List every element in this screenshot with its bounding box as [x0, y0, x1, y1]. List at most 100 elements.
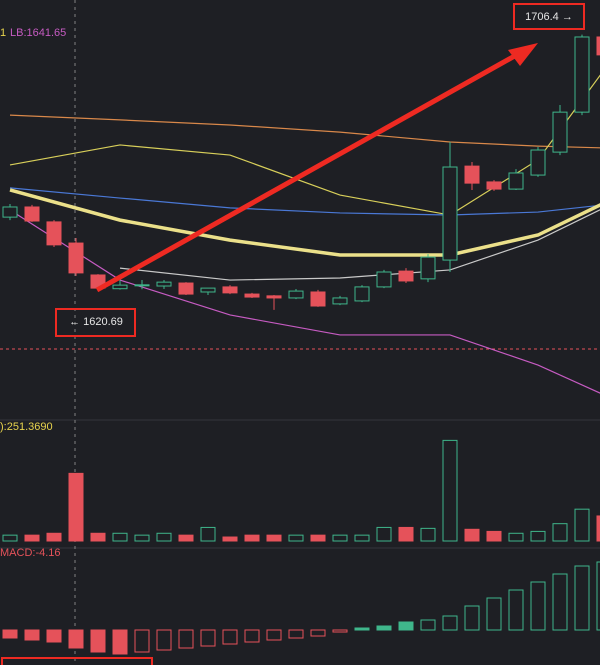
indicator-line — [9, 188, 600, 257]
macd-bar — [354, 627, 370, 631]
macd-bar — [486, 597, 502, 631]
macd-bar — [244, 629, 260, 643]
macd-bar — [376, 625, 392, 631]
candle-body — [442, 166, 458, 261]
macd-bar — [442, 615, 458, 631]
macd-bar — [420, 619, 436, 631]
price-pane — [2, 34, 600, 394]
candle-body — [508, 172, 524, 190]
volume-bar — [90, 532, 106, 542]
volume-bar — [2, 534, 18, 542]
indicator-panes — [2, 439, 600, 655]
macd-bar — [508, 589, 524, 631]
candle-body — [68, 242, 84, 274]
macd-bar — [134, 629, 150, 653]
macd-bar — [266, 629, 282, 641]
candle-body — [156, 281, 172, 287]
macd-bar — [574, 565, 590, 631]
candle-body — [46, 221, 62, 246]
highlight-box — [1, 657, 153, 665]
macd-label: MACD:-4.16 — [0, 547, 61, 559]
candle-body — [530, 149, 546, 176]
macd-bar — [24, 629, 40, 641]
indicator-line — [119, 209, 600, 281]
candle-body — [376, 271, 392, 288]
highlight-box — [55, 308, 136, 337]
candle-body — [288, 290, 304, 299]
low-label: ← 1620.69 — [69, 316, 123, 328]
macd-bar — [222, 629, 238, 645]
candle-body — [574, 36, 590, 113]
macd-bar — [2, 629, 18, 639]
volume-bar — [464, 528, 480, 542]
volume-bar — [68, 472, 84, 542]
volume-bar — [486, 530, 502, 542]
macd-bar — [530, 581, 546, 631]
volume-bar — [200, 526, 216, 542]
candle-body — [266, 295, 282, 299]
volume-bar — [156, 532, 172, 542]
candle-body — [244, 293, 260, 298]
trend-arrow — [95, 50, 522, 293]
candle-body — [332, 297, 348, 305]
volume-bar — [288, 534, 304, 542]
volume-bar — [530, 530, 546, 542]
macd-bar — [596, 561, 600, 631]
macd-bar — [68, 629, 84, 649]
volume-bar — [376, 526, 392, 542]
volume-bar — [266, 534, 282, 542]
volume-bar — [552, 523, 568, 542]
macd-bar — [90, 629, 106, 653]
macd-bar — [464, 605, 480, 631]
volume-bar — [178, 534, 194, 542]
macd-bar — [332, 629, 348, 633]
candle-body — [486, 181, 502, 190]
volume-bar — [222, 536, 238, 542]
volume-bar — [46, 532, 62, 542]
volume-bar — [508, 532, 524, 542]
high-label: 1706.4 → — [525, 11, 573, 23]
indicator-line — [9, 114, 600, 149]
macd-bar — [178, 629, 194, 649]
candle-body — [24, 206, 40, 222]
volume-bar — [354, 534, 370, 542]
candle-body — [178, 282, 194, 295]
volume-bar — [442, 439, 458, 542]
volume-bar — [24, 534, 40, 542]
macd-bar — [46, 629, 62, 643]
candle-body — [112, 284, 128, 290]
ma-label: 1 — [0, 27, 6, 39]
volume-label: ):251.3690 — [0, 421, 53, 433]
candle-body — [596, 36, 600, 56]
candle-body — [552, 111, 568, 153]
macd-bar — [288, 629, 304, 639]
highlight-box — [513, 3, 585, 30]
macd-bar — [200, 629, 216, 647]
macd-bar — [156, 629, 172, 651]
volume-bar — [596, 515, 600, 542]
volume-bar — [244, 534, 260, 542]
volume-bar — [574, 508, 590, 542]
volume-bar — [310, 534, 326, 542]
lb-label: LB:1641.65 — [10, 27, 66, 39]
candle-body — [354, 286, 370, 302]
indicator-line — [9, 187, 600, 216]
candle-body — [398, 270, 414, 282]
arrow-head — [508, 43, 538, 66]
candle-body — [200, 287, 216, 293]
volume-bar — [134, 534, 150, 542]
volume-bar — [398, 526, 414, 542]
candle-body — [134, 284, 150, 287]
volume-bar — [112, 532, 128, 542]
candle-body — [464, 165, 480, 184]
candle-body — [420, 256, 436, 280]
volume-bar — [420, 527, 436, 542]
macd-bar — [112, 629, 128, 655]
volume-bar — [332, 534, 348, 542]
macd-bar — [552, 573, 568, 631]
macd-bar — [310, 629, 326, 637]
candle-body — [222, 286, 238, 294]
candle-body — [310, 291, 326, 307]
